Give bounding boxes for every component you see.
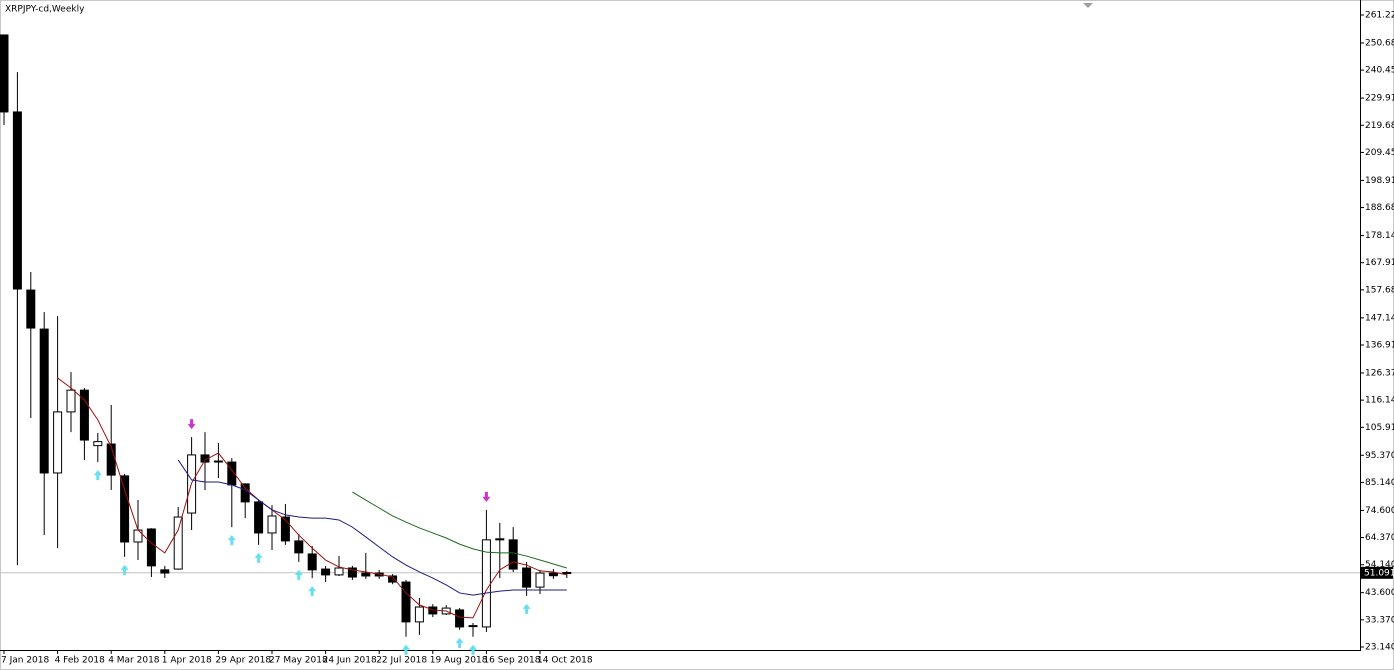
candle-body: [334, 567, 344, 576]
last-price-box: [1361, 566, 1393, 579]
y-tick-label: 240.450: [1365, 66, 1394, 76]
x-tick-label: 16 Sep 2018: [483, 656, 540, 666]
candle-body: [455, 609, 465, 628]
x-tick-label: 22 Jul 2018: [376, 656, 427, 666]
candle-body: [535, 572, 545, 588]
y-tick-label: 43.600: [1365, 588, 1394, 598]
y-tick-label: 250.680: [1365, 38, 1394, 48]
y-tick-label: 167.910: [1365, 258, 1394, 268]
x-tick-label: 4 Mar 2018: [108, 656, 160, 666]
x-tick-label: 1 Apr 2018: [162, 656, 212, 666]
candle-body: [307, 553, 317, 571]
x-tick-label: 29 Apr 2018: [215, 656, 271, 666]
y-tick-label: 23.140: [1365, 643, 1394, 653]
candle-body: [26, 289, 36, 329]
y-tick-label: 229.910: [1365, 94, 1394, 104]
candle-body: [93, 441, 103, 447]
candle-body: [53, 411, 63, 474]
x-tick-label: 24 Jun 2018: [323, 656, 377, 666]
candle-body: [12, 111, 22, 290]
fractal-down-arrow: [482, 491, 491, 502]
candle-body: [321, 568, 331, 576]
y-tick-label: 198.910: [1365, 176, 1394, 186]
fractal-down-arrow: [187, 419, 196, 430]
moving-average: [57, 377, 567, 619]
y-tick-label: 116.140: [1365, 396, 1394, 406]
candle-body: [173, 516, 183, 570]
fractal-up-arrow: [308, 586, 317, 597]
candle-body: [508, 539, 518, 570]
candle-body: [267, 515, 277, 534]
x-tick-label: 19 Aug 2018: [430, 656, 488, 666]
y-tick-label: 95.370: [1365, 451, 1394, 461]
x-tick-label: 14 Oct 2018: [537, 656, 593, 666]
candle-body: [240, 483, 250, 503]
y-tick-label: 261.220: [1365, 10, 1394, 20]
fractal-up-arrow: [455, 637, 464, 648]
candle-body: [414, 606, 424, 623]
x-tick-label: 7 Jan 2018: [1, 656, 49, 666]
fractal-up-arrow: [522, 603, 531, 614]
candle-body: [481, 539, 491, 628]
y-tick-label: 178.140: [1365, 231, 1394, 241]
candle-body: [39, 328, 49, 474]
candle-body: [146, 528, 156, 567]
candle-body: [106, 443, 116, 476]
fractal-up-arrow: [93, 470, 102, 481]
fractal-up-arrow: [402, 644, 410, 655]
moving-average: [177, 459, 567, 596]
y-tick-label: 54.140: [1365, 560, 1394, 570]
candle-body: [562, 572, 572, 575]
candle-body: [522, 567, 532, 588]
moving-average: [352, 491, 567, 569]
last-price-label: 51.091: [1364, 568, 1394, 578]
y-tick-label: 219.680: [1365, 121, 1394, 131]
candle-body: [133, 529, 143, 543]
y-tick-label: 188.680: [1365, 203, 1394, 213]
candle-body: [468, 625, 478, 628]
candle-body: [120, 475, 130, 543]
candle-body: [0, 34, 9, 113]
candle-body: [213, 460, 223, 463]
candle-body: [401, 581, 411, 623]
y-tick-label: 64.370: [1365, 533, 1394, 543]
candle-body: [495, 538, 505, 541]
y-tick-label: 157.680: [1365, 285, 1394, 295]
chart-title: XRPJPY-cd,Weekly: [5, 5, 85, 15]
fractal-up-arrow: [254, 552, 263, 563]
y-tick-label: 126.370: [1365, 368, 1394, 378]
candle-body: [160, 569, 170, 574]
candle-body: [548, 572, 558, 577]
candle-body: [66, 389, 76, 413]
x-tick-label: 4 Feb 2018: [55, 656, 106, 666]
candle-body: [79, 389, 89, 441]
shift-marker: [1083, 3, 1093, 8]
fractal-up-arrow: [469, 644, 477, 655]
candle-body: [347, 567, 357, 578]
candle-body: [254, 501, 264, 534]
fractal-up-arrow: [120, 564, 129, 575]
y-tick-label: 74.600: [1365, 506, 1394, 516]
candle-body: [200, 454, 210, 463]
fractal-up-arrow: [294, 569, 303, 580]
candle-body: [361, 572, 371, 577]
y-tick-label: 147.140: [1365, 313, 1394, 323]
candle-body: [388, 575, 398, 583]
x-tick-label: 27 May 2018: [269, 656, 328, 666]
candle-body: [294, 540, 304, 554]
y-tick-label: 33.370: [1365, 615, 1394, 625]
y-tick-label: 105.910: [1365, 423, 1394, 433]
y-tick-label: 209.450: [1365, 148, 1394, 158]
y-tick-label: 136.910: [1365, 340, 1394, 350]
candle-body: [280, 516, 290, 542]
fractal-up-arrow: [227, 535, 236, 546]
y-tick-label: 85.140: [1365, 478, 1394, 488]
